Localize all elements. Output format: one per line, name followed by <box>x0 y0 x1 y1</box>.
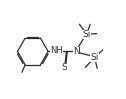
Text: Si: Si <box>90 53 99 62</box>
Text: S: S <box>62 63 67 72</box>
Text: N: N <box>73 47 80 56</box>
Text: NH: NH <box>50 47 63 55</box>
Text: Si: Si <box>83 30 91 39</box>
